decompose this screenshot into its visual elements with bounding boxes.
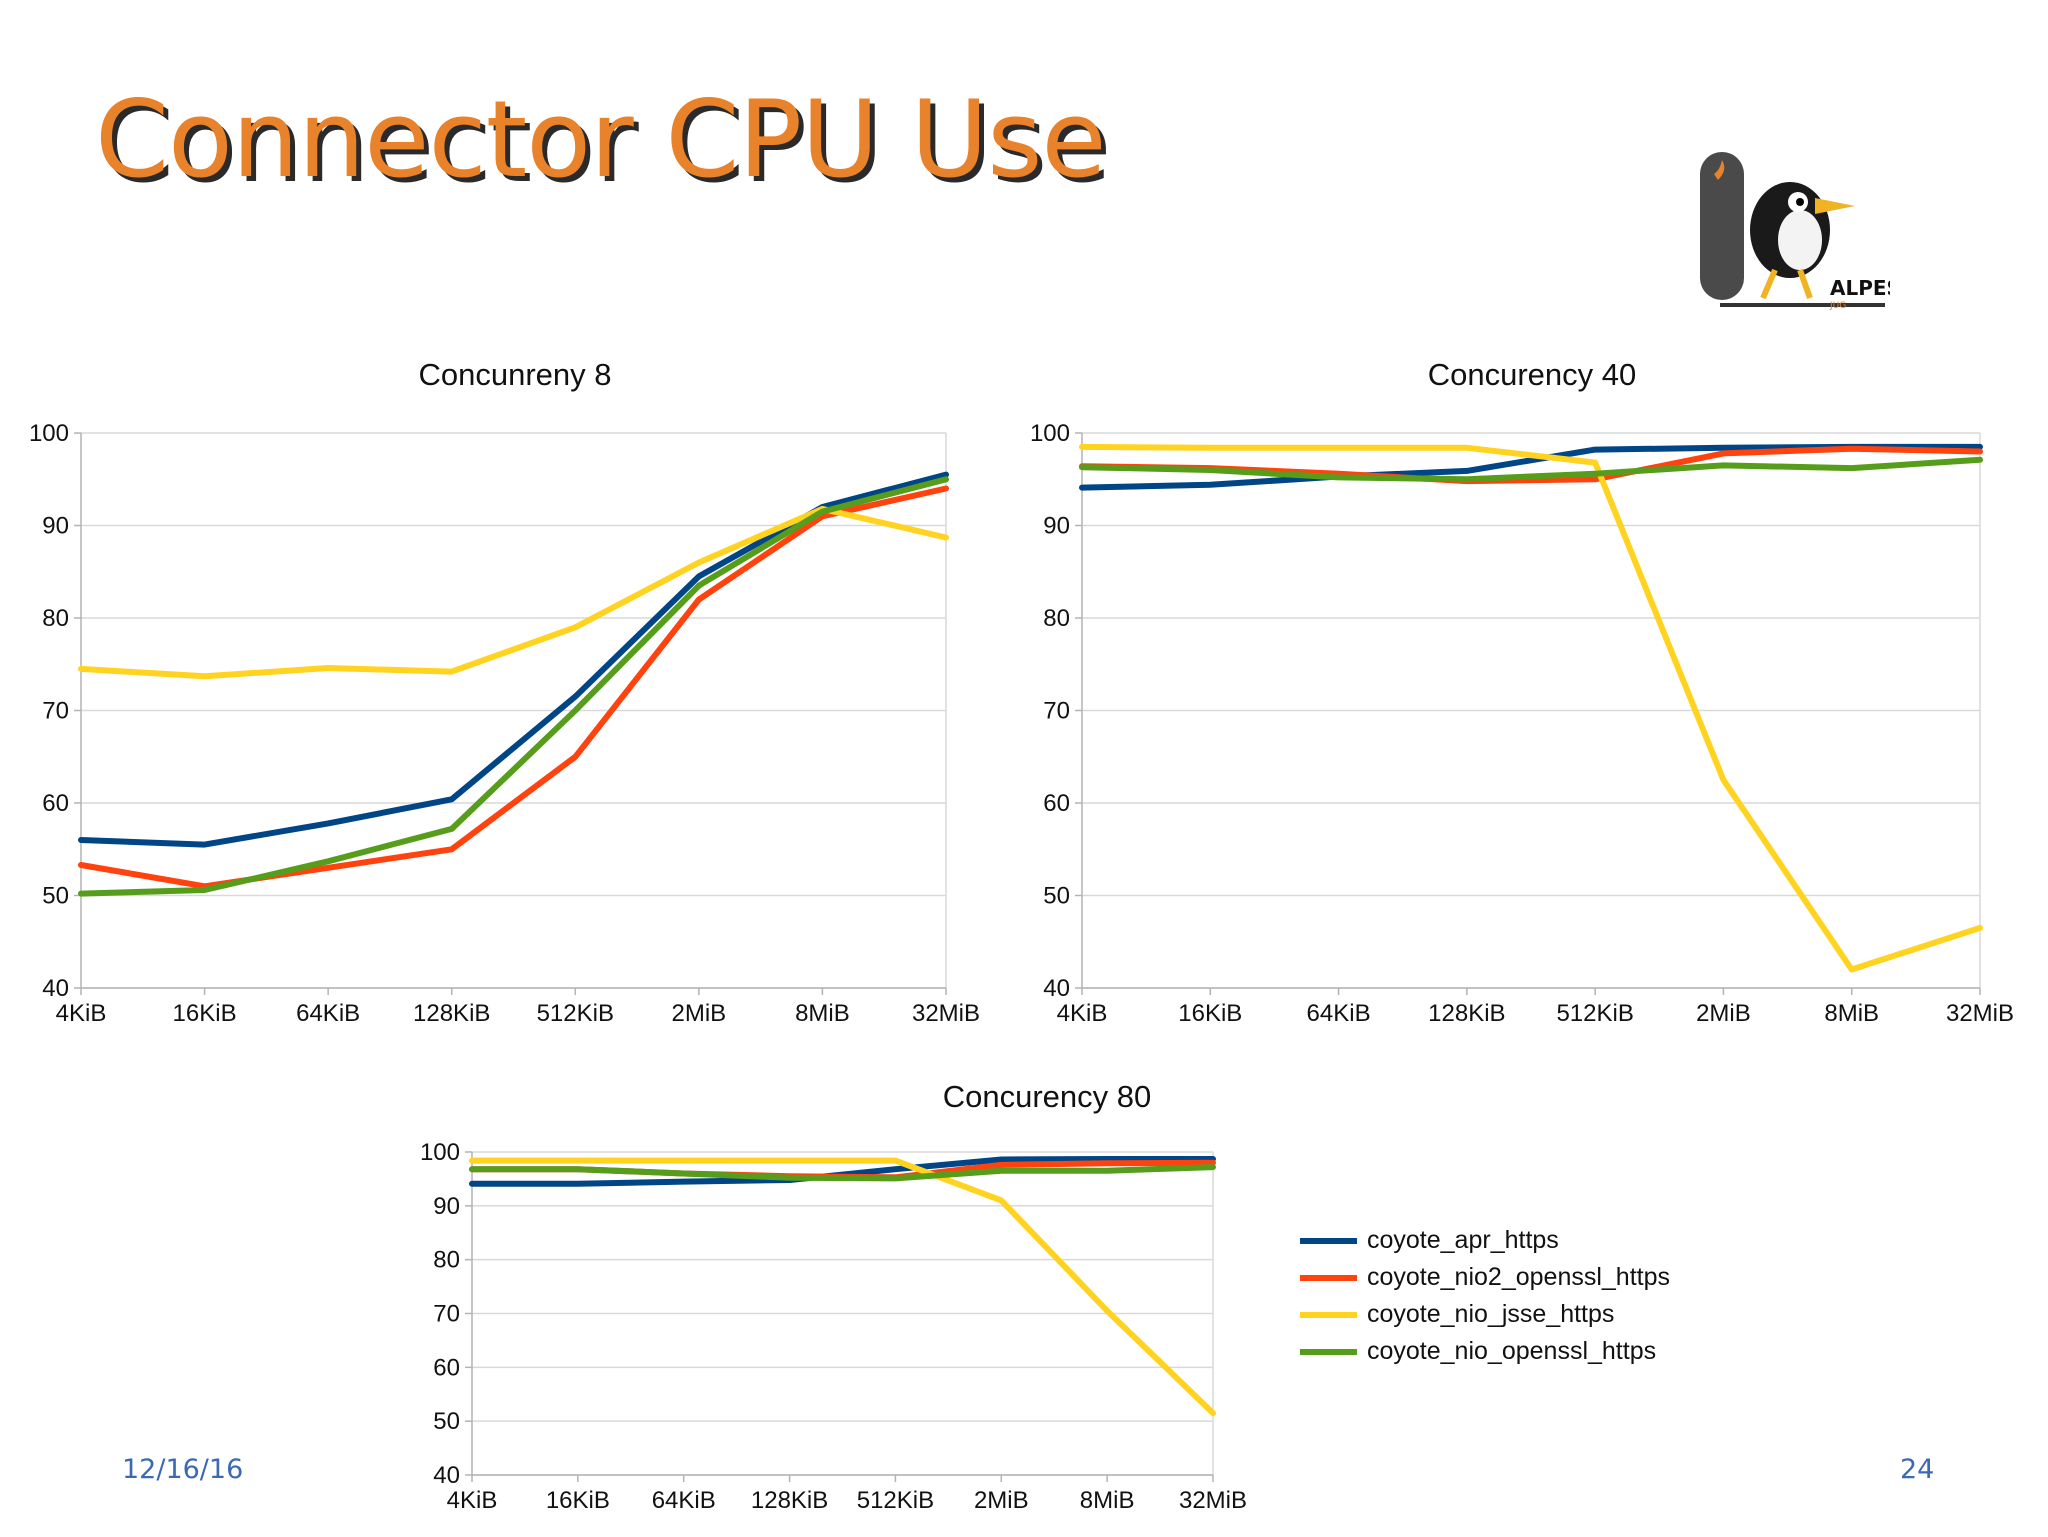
x-tick-label: 16KiB [546,1487,610,1514]
x-tick-label: 16KiB [1178,1000,1242,1027]
series-line-coyote-nio-openssl-https [469,1164,1216,1182]
x-tick-label: 8MiB [795,1000,850,1027]
y-tick-label: 40 [42,975,69,1002]
chart-concurrency-8: Concunreny 8 40 50 60 70 80 90 100 4KiB 16KiB 64Ki… [0,350,1000,1050]
x-tick-label: 512KiB [1556,1000,1633,1027]
series-line-coyote-nio-jsse-https [1079,443,1983,973]
series-line-coyote-nio-jsse-https [469,1157,1216,1417]
legend-item: coyote_nio_openssl_https [1300,1333,1670,1370]
chart-concurrency-80: Concurency 80 40 50 60 70 80 90 100 4KiB 16KiB 64K… [380,1075,1280,1537]
slide-date: 12/16/16 [122,1454,244,1485]
y-tick-label: 100 [420,1139,460,1166]
y-tick-label: 80 [433,1247,460,1274]
x-tick-label: 16KiB [173,1000,237,1027]
x-tick-label: 2MiB [1696,1000,1751,1027]
y-tick-label: 70 [433,1301,460,1328]
x-tick-label: 64KiB [652,1487,716,1514]
x-tick-label: 32MiB [1179,1487,1247,1514]
y-tick-label: 80 [1043,605,1070,632]
x-tick-label: 512KiB [857,1487,934,1514]
x-tick-label: 128KiB [413,1000,490,1027]
x-tick-label: 64KiB [1307,1000,1371,1027]
series-line-coyote-apr-https [78,471,949,848]
y-tick-label: 50 [1043,883,1070,910]
x-tick-label: 8MiB [1080,1487,1135,1514]
series-line-coyote-nio-openssl-https [78,476,949,897]
legend-item: coyote_apr_https [1300,1222,1670,1259]
y-tick-label: 90 [1043,513,1070,540]
legend-label: coyote_apr_https [1367,1226,1559,1254]
chart-concurrency-40: Concurency 40 40 50 60 70 80 90 100 4KiB 16KiB 64K… [1000,350,2048,1050]
x-tick-label: 4KiB [1057,1000,1108,1027]
chart-legend: coyote_apr_https coyote_nio2_openssl_htt… [1300,1222,1670,1370]
series-line-coyote-nio-jsse-https [78,505,949,680]
y-tick-label: 70 [1043,698,1070,725]
alpes-jug-logo: ALPES JUG [1700,152,1890,310]
y-tick-label: 90 [433,1193,460,1220]
legend-label: coyote_nio_openssl_https [1367,1337,1657,1365]
x-tick-label: 2MiB [672,1000,727,1027]
y-tick-label: 60 [42,790,69,817]
chart-title: Concunreny 8 [418,357,611,392]
logo-subtext: JUG [1829,301,1846,310]
y-tick-label: 50 [433,1408,460,1435]
x-tick-label: 8MiB [1824,1000,1879,1027]
y-tick-label: 60 [433,1354,460,1381]
series-line-coyote-nio-openssl-https [1079,456,1983,483]
y-tick-label: 70 [42,698,69,725]
x-tick-label: 512KiB [537,1000,614,1027]
x-tick-label: 32MiB [912,1000,980,1027]
legend-item: coyote_nio2_openssl_https [1300,1259,1670,1296]
chart-title: Concurency 80 [943,1079,1152,1114]
legend-label: coyote_nio_jsse_https [1367,1300,1615,1328]
slide-page-number: 24 [1900,1454,1935,1485]
y-tick-label: 100 [29,420,69,447]
slide-title: Connector CPU Use [95,78,1107,201]
series-line-coyote-nio2-openssl-https [78,485,949,890]
x-tick-label: 4KiB [56,1000,107,1027]
x-tick-label: 4KiB [447,1487,498,1514]
logo-text: ALPES [1830,276,1890,300]
x-tick-label: 128KiB [751,1487,828,1514]
y-tick-label: 80 [42,605,69,632]
legend-label: coyote_nio2_openssl_https [1367,1263,1671,1291]
legend-swatch [1300,1348,1357,1355]
legend-item: coyote_nio_jsse_https [1300,1296,1670,1333]
y-tick-label: 40 [1043,975,1070,1002]
x-tick-label: 64KiB [296,1000,360,1027]
x-tick-label: 32MiB [1946,1000,2014,1027]
x-tick-label: 2MiB [974,1487,1029,1514]
legend-swatch [1300,1311,1357,1318]
x-tick-label: 128KiB [1428,1000,1505,1027]
chart-title: Concurency 40 [1428,357,1637,392]
y-tick-label: 40 [433,1462,460,1489]
y-tick-label: 90 [42,513,69,540]
y-tick-label: 50 [42,883,69,910]
y-tick-label: 100 [1030,420,1070,447]
logo-snowboard [1700,152,1744,300]
legend-swatch [1300,1237,1357,1244]
y-tick-label: 60 [1043,790,1070,817]
legend-swatch [1300,1274,1357,1281]
